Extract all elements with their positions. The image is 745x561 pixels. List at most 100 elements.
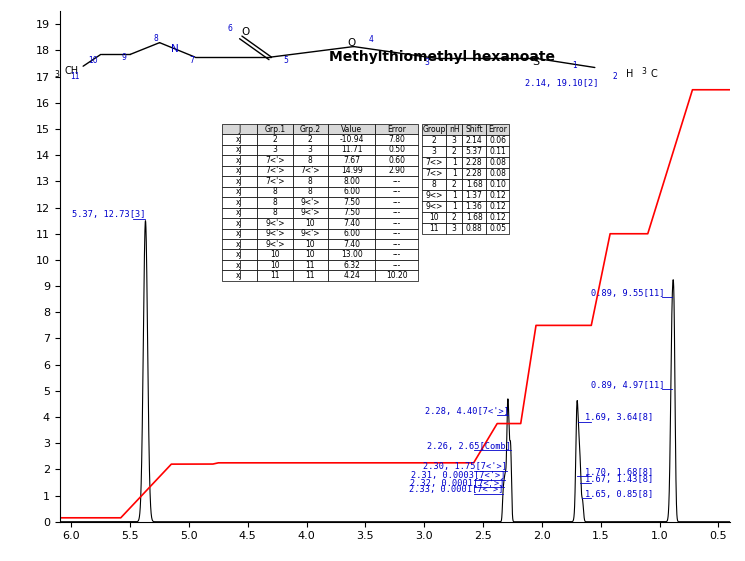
Bar bbox=[328, 124, 375, 134]
Text: 8: 8 bbox=[308, 187, 313, 196]
Bar bbox=[375, 165, 419, 176]
Bar bbox=[462, 135, 486, 146]
Bar bbox=[328, 260, 375, 270]
Bar bbox=[222, 176, 257, 187]
Text: O: O bbox=[241, 26, 250, 36]
Bar bbox=[375, 145, 419, 155]
Text: 10.20: 10.20 bbox=[386, 271, 408, 280]
Bar bbox=[293, 250, 328, 260]
Text: 0.05: 0.05 bbox=[489, 224, 506, 233]
Text: 13.00: 13.00 bbox=[340, 250, 363, 259]
Text: 7: 7 bbox=[189, 56, 194, 65]
Text: 3: 3 bbox=[431, 147, 437, 156]
Bar bbox=[222, 134, 257, 145]
Text: 8: 8 bbox=[273, 208, 277, 217]
Text: 2.90: 2.90 bbox=[388, 167, 405, 176]
Text: 4: 4 bbox=[369, 35, 374, 44]
Text: 1.70, 1.68[8]: 1.70, 1.68[8] bbox=[586, 468, 653, 477]
Text: 1.65, 0.85[8]: 1.65, 0.85[8] bbox=[586, 490, 653, 499]
Text: 6.00: 6.00 bbox=[343, 229, 360, 238]
Text: 8: 8 bbox=[308, 156, 313, 165]
Bar bbox=[222, 145, 257, 155]
Text: xJ: xJ bbox=[236, 261, 243, 270]
Text: Group: Group bbox=[422, 125, 446, 134]
Text: ---: --- bbox=[393, 229, 401, 238]
Text: H: H bbox=[627, 69, 634, 79]
Bar bbox=[293, 197, 328, 208]
Text: 2.31, 0.0003[7<'>]: 2.31, 0.0003[7<'>] bbox=[411, 471, 505, 480]
Bar bbox=[257, 124, 293, 134]
Text: 8: 8 bbox=[153, 34, 159, 43]
Text: 7.80: 7.80 bbox=[388, 135, 405, 144]
Bar bbox=[328, 165, 375, 176]
Text: 7<'>: 7<'> bbox=[300, 167, 320, 176]
Bar bbox=[422, 190, 446, 201]
Text: Error: Error bbox=[488, 125, 507, 134]
Text: 11: 11 bbox=[305, 271, 315, 280]
Bar bbox=[222, 250, 257, 260]
Text: 9<'>: 9<'> bbox=[265, 229, 285, 238]
Bar bbox=[422, 201, 446, 211]
Text: xJ: xJ bbox=[236, 167, 243, 176]
Text: 0.60: 0.60 bbox=[388, 156, 405, 165]
Text: 7.40: 7.40 bbox=[343, 240, 360, 249]
Bar bbox=[257, 176, 293, 187]
Text: 7<'>: 7<'> bbox=[265, 177, 285, 186]
Bar bbox=[375, 176, 419, 187]
Bar bbox=[486, 157, 509, 168]
Bar bbox=[462, 168, 486, 179]
Text: 11: 11 bbox=[429, 224, 439, 233]
Bar bbox=[422, 223, 446, 234]
Bar bbox=[375, 124, 419, 134]
Bar bbox=[375, 270, 419, 281]
Text: 0.88: 0.88 bbox=[466, 224, 483, 233]
Text: 7<'>: 7<'> bbox=[265, 167, 285, 176]
Bar bbox=[222, 260, 257, 270]
Text: xJ: xJ bbox=[236, 145, 243, 154]
Text: xJ: xJ bbox=[236, 198, 243, 207]
Bar bbox=[446, 168, 462, 179]
Bar bbox=[293, 134, 328, 145]
Text: xJ: xJ bbox=[236, 250, 243, 259]
Text: ---: --- bbox=[393, 198, 401, 207]
Text: 1.67, 1.43[8]: 1.67, 1.43[8] bbox=[586, 475, 653, 484]
Text: 10: 10 bbox=[88, 56, 98, 65]
Bar bbox=[257, 270, 293, 281]
Text: 1: 1 bbox=[451, 191, 457, 200]
Text: 1: 1 bbox=[572, 61, 577, 70]
Text: xJ: xJ bbox=[236, 187, 243, 196]
Text: J: J bbox=[238, 125, 241, 134]
Bar bbox=[222, 124, 257, 134]
Bar bbox=[446, 223, 462, 234]
Text: 7.50: 7.50 bbox=[343, 198, 360, 207]
Text: S: S bbox=[533, 57, 539, 67]
Text: 1: 1 bbox=[451, 169, 457, 178]
Text: 9<'>: 9<'> bbox=[300, 198, 320, 207]
Text: ---: --- bbox=[393, 177, 401, 186]
Bar bbox=[293, 145, 328, 155]
Bar bbox=[328, 155, 375, 165]
Text: 6.32: 6.32 bbox=[343, 261, 360, 270]
Text: 7<>: 7<> bbox=[425, 158, 443, 167]
Bar bbox=[462, 201, 486, 211]
Bar bbox=[446, 179, 462, 190]
Bar bbox=[462, 179, 486, 190]
Bar bbox=[222, 187, 257, 197]
Text: 9<>: 9<> bbox=[425, 191, 443, 200]
Bar bbox=[462, 211, 486, 223]
Text: N: N bbox=[171, 44, 179, 54]
Bar bbox=[486, 124, 509, 135]
Text: xJ: xJ bbox=[236, 229, 243, 238]
Bar bbox=[462, 157, 486, 168]
Bar bbox=[257, 197, 293, 208]
Text: 0.89, 9.55[11]: 0.89, 9.55[11] bbox=[591, 289, 665, 298]
Text: 1.68: 1.68 bbox=[466, 213, 483, 222]
Text: ---: --- bbox=[393, 208, 401, 217]
Bar bbox=[257, 134, 293, 145]
Bar bbox=[375, 197, 419, 208]
Text: 0.89, 4.97[11]: 0.89, 4.97[11] bbox=[591, 380, 665, 389]
Text: 10: 10 bbox=[305, 240, 315, 249]
Text: 2: 2 bbox=[451, 213, 457, 222]
Text: 10: 10 bbox=[270, 261, 280, 270]
Bar bbox=[446, 157, 462, 168]
